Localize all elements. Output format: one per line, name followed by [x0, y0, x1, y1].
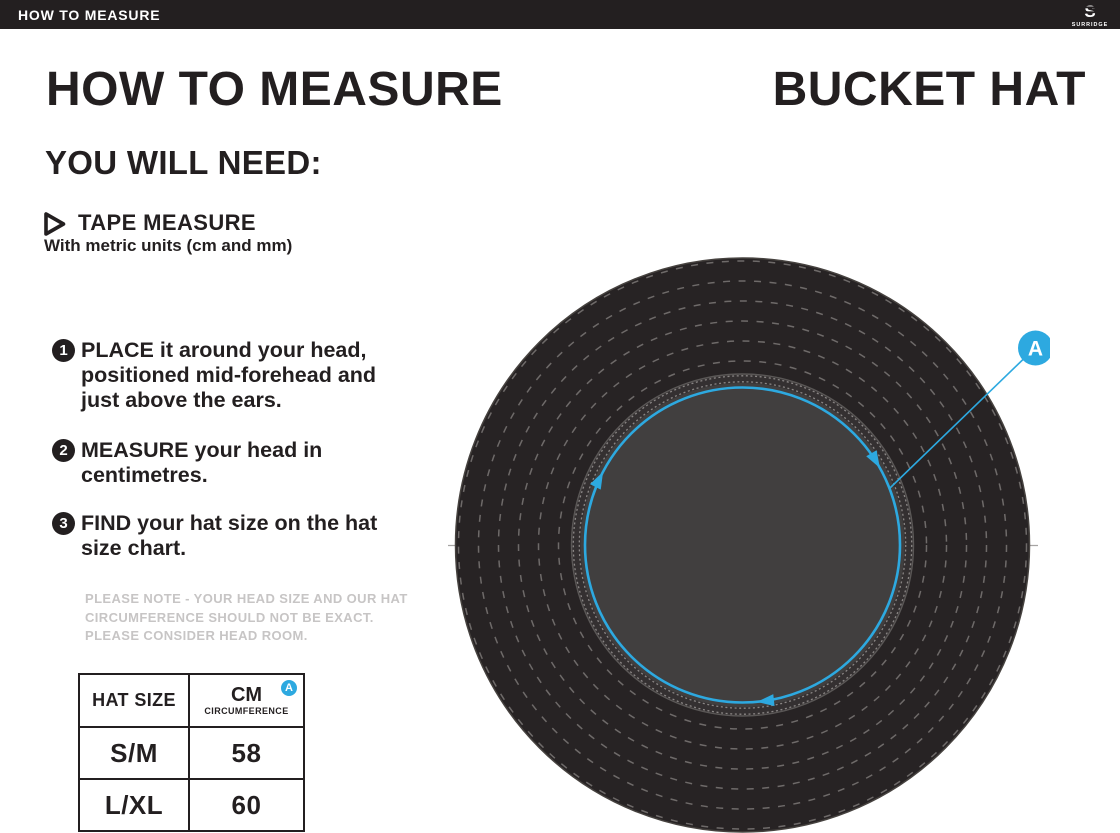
table-row: S/M 58 — [78, 726, 305, 780]
tape-measure-icon — [44, 212, 66, 236]
hat-crown — [580, 383, 905, 707]
circumference-measure-line — [583, 386, 902, 704]
step-3-number: 3 — [52, 512, 75, 535]
step-3: 3 FIND your hat size on the hat size cha… — [52, 511, 377, 561]
surridge-logo: S SURRIDGE — [1072, 2, 1108, 28]
size-sm-cm-cell: 58 — [188, 726, 305, 780]
step-1: 1 PLACE it around your head, positioned … — [52, 338, 376, 413]
size-sm-cell: S/M — [78, 726, 190, 780]
surridge-s-icon: S SURRIDGE — [1072, 2, 1108, 28]
product-title: BUCKET HAT — [772, 63, 1086, 116]
step-2-number: 2 — [52, 439, 75, 462]
brim-stitching-rings — [457, 260, 1028, 830]
size-lxl-cm-cell: 60 — [188, 778, 305, 832]
tape-measure-note: With metric units (cm and mm) — [44, 236, 293, 255]
step-1-text: PLACE it around your head, positioned mi… — [81, 338, 377, 412]
crown-band-stitches — [572, 375, 913, 715]
marker-a-label: A — [1028, 338, 1043, 361]
crown-band-outer-edge — [570, 373, 915, 717]
cm-column-header: CM CIRCUMFERENCE A — [188, 673, 305, 728]
step-2-text: MEASURE your head in centimetres. — [81, 438, 323, 487]
hat-size-column-header: HAT SIZE — [78, 673, 190, 728]
step-3-text: FIND your hat size on the hat size chart… — [81, 511, 378, 560]
table-row: L/XL 60 — [78, 778, 305, 832]
page-title: HOW TO MEASURE — [46, 63, 503, 116]
step-2: 2 MEASURE your head in centimetres. — [52, 438, 322, 488]
tape-measure-label: TAPE MEASURE — [78, 210, 256, 235]
marker-leader-line — [889, 357, 1025, 489]
crown-band — [571, 373, 914, 717]
hat-size-table: HAT SIZE CM CIRCUMFERENCE A S/M 58 L/XL … — [78, 673, 305, 832]
top-bar: HOW TO MEASURE S SURRIDGE — [0, 0, 1120, 29]
top-bar-title: HOW TO MEASURE — [18, 6, 161, 23]
table-header-row: HAT SIZE CM CIRCUMFERENCE A — [78, 673, 305, 728]
step-1-number: 1 — [52, 339, 75, 362]
logo-wordmark: SURRIDGE — [1072, 22, 1108, 28]
marker-a-circle — [1018, 330, 1050, 366]
measure-direction-arrows — [590, 450, 880, 707]
bucket-hat-diagram: A — [448, 257, 1050, 833]
please-note-text: PLEASE NOTE - YOUR HEAD SIZE AND OUR HAT… — [85, 591, 408, 643]
measurement-a-badge: A — [279, 678, 299, 698]
size-lxl-cell: L/XL — [78, 778, 190, 832]
you-will-need-heading: YOU WILL NEED: — [45, 144, 322, 181]
